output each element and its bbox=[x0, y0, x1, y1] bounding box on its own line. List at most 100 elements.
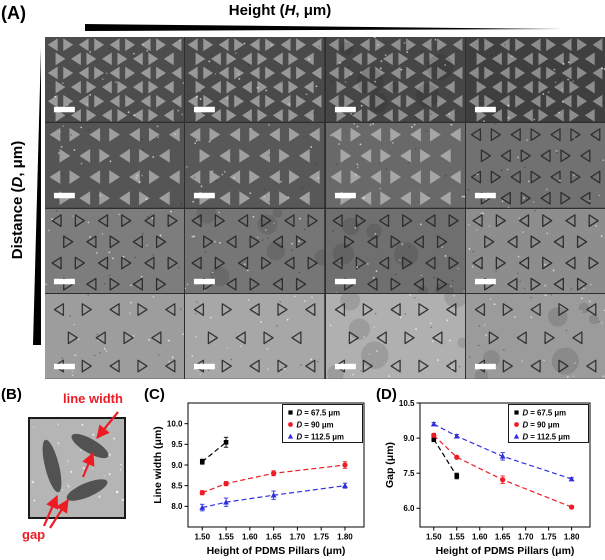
speck bbox=[288, 103, 291, 106]
triangle-glyph bbox=[109, 66, 120, 80]
triangle-glyph bbox=[219, 148, 231, 163]
triangle-glyph bbox=[155, 277, 167, 291]
triangle-glyph bbox=[132, 277, 143, 291]
triangle-glyph bbox=[305, 303, 316, 317]
triangle-glyph bbox=[69, 169, 81, 184]
triangle-glyph bbox=[491, 109, 502, 122]
sem-tile-r2c2 bbox=[185, 122, 325, 208]
triangle-glyph bbox=[522, 80, 533, 94]
left-axis-title-prefix: Distance ( bbox=[9, 187, 26, 260]
triangle-glyph bbox=[366, 234, 378, 248]
speck bbox=[66, 462, 68, 464]
triangle-glyph bbox=[189, 127, 201, 142]
legend-label: D = 112.5 μm bbox=[523, 432, 571, 441]
triangle-glyph bbox=[538, 52, 549, 66]
speck bbox=[540, 97, 542, 100]
speck bbox=[264, 188, 267, 190]
speck bbox=[250, 127, 253, 130]
dark-blotch bbox=[426, 54, 453, 81]
sem-tile-r2c3 bbox=[325, 122, 465, 208]
triangle-glyph bbox=[235, 331, 247, 345]
triangle-glyph bbox=[495, 256, 506, 269]
sem-tile-r4c1 bbox=[45, 294, 185, 379]
triangle-glyph bbox=[413, 52, 424, 66]
triangle-glyph bbox=[490, 127, 501, 141]
triangle-glyph bbox=[522, 52, 533, 66]
speck bbox=[400, 242, 403, 245]
speck bbox=[600, 322, 603, 325]
speck bbox=[475, 228, 478, 231]
triangle-glyph bbox=[63, 234, 74, 248]
speck bbox=[413, 123, 415, 126]
speck bbox=[580, 297, 583, 300]
triangle-glyph bbox=[561, 94, 572, 108]
dark-blotch bbox=[339, 42, 353, 56]
legend-label: D = 67.5 μm bbox=[523, 408, 567, 417]
x-tick-label: 1.70 bbox=[290, 533, 306, 542]
triangle-glyph bbox=[280, 94, 291, 108]
triangle-glyph bbox=[468, 66, 479, 80]
triangle-glyph bbox=[452, 94, 462, 108]
sem-tile-r4c4 bbox=[465, 294, 605, 379]
triangle-glyph bbox=[589, 127, 601, 141]
speck bbox=[403, 313, 406, 316]
speck bbox=[72, 214, 75, 217]
triangle-glyph bbox=[194, 303, 205, 317]
triangle-glyph bbox=[144, 256, 155, 269]
triangle-glyph bbox=[431, 331, 443, 345]
series-line bbox=[433, 423, 572, 480]
line-width-arrow bbox=[81, 451, 95, 478]
speck bbox=[157, 354, 160, 356]
speck bbox=[329, 324, 331, 327]
data-point bbox=[199, 459, 205, 464]
triangle-glyph bbox=[189, 169, 201, 184]
triangle-glyph bbox=[448, 213, 459, 227]
triangle-glyph bbox=[219, 38, 229, 52]
triangle-glyph bbox=[417, 303, 429, 317]
speck bbox=[351, 373, 354, 376]
speck bbox=[525, 138, 528, 141]
triangle-glyph bbox=[211, 52, 222, 66]
triangle-glyph bbox=[156, 94, 166, 108]
speck bbox=[484, 198, 487, 200]
speck bbox=[458, 365, 460, 368]
speck bbox=[384, 54, 387, 57]
speck bbox=[99, 194, 102, 197]
triangle-glyph bbox=[163, 109, 174, 122]
triangle-glyph bbox=[390, 94, 401, 108]
triangle-glyph bbox=[249, 303, 260, 317]
triangle-glyph bbox=[81, 303, 92, 317]
speck bbox=[414, 147, 417, 150]
speck bbox=[338, 259, 340, 261]
triangle-glyph bbox=[401, 256, 412, 269]
triangle-glyph bbox=[304, 109, 314, 122]
speck bbox=[378, 187, 381, 190]
speck bbox=[375, 269, 377, 272]
triangle-glyph bbox=[558, 359, 569, 373]
gap-chart: 1.50 1.55 1.60 1.65 1.70 1.75 1.80 6.0 7.5 9.0 10.… bbox=[385, 399, 591, 557]
triangle-glyph bbox=[331, 256, 343, 269]
triangle-glyph bbox=[530, 234, 541, 248]
x-tick-label: 1.60 bbox=[242, 533, 258, 542]
speck bbox=[211, 272, 214, 274]
x-axis-title: Height of PDMS Pillars (μm) bbox=[207, 545, 346, 557]
triangle-glyph bbox=[584, 52, 595, 66]
x-tick-label: 1.80 bbox=[564, 533, 580, 542]
speck bbox=[456, 266, 459, 269]
triangle-glyph bbox=[279, 191, 291, 205]
speck bbox=[347, 66, 350, 68]
triangle-glyph bbox=[558, 303, 569, 317]
speck bbox=[521, 360, 523, 363]
scale-bar bbox=[474, 106, 496, 113]
triangle-glyph bbox=[309, 127, 320, 142]
triangle-glyph bbox=[78, 66, 89, 80]
speck bbox=[534, 209, 536, 212]
speck bbox=[51, 217, 54, 220]
triangle-glyph bbox=[207, 331, 219, 345]
speck bbox=[79, 449, 82, 452]
speck bbox=[92, 433, 95, 436]
speck bbox=[279, 301, 282, 303]
triangle-glyph bbox=[94, 94, 105, 108]
y-axis-title: Line width (μm) bbox=[152, 426, 164, 504]
speck bbox=[532, 200, 535, 203]
